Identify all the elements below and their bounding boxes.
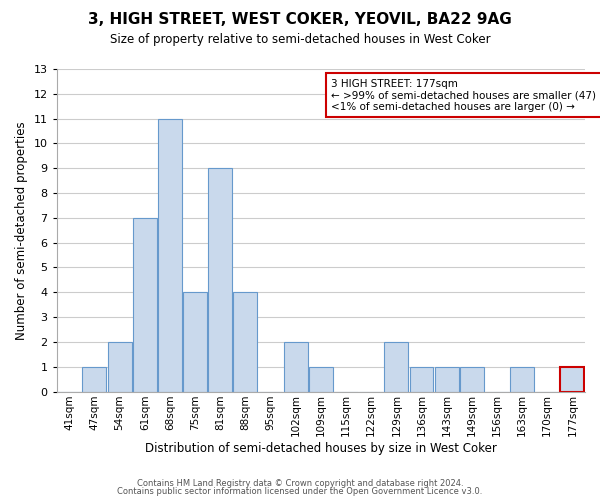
Bar bbox=[510, 366, 534, 392]
Bar bbox=[284, 342, 308, 392]
Text: 3 HIGH STREET: 177sqm
← >99% of semi-detached houses are smaller (47)
<1% of sem: 3 HIGH STREET: 177sqm ← >99% of semi-det… bbox=[331, 78, 596, 112]
Bar bbox=[410, 366, 433, 392]
Bar bbox=[208, 168, 232, 392]
Bar bbox=[233, 292, 257, 392]
Bar bbox=[460, 366, 484, 392]
Bar bbox=[183, 292, 207, 392]
Text: Contains HM Land Registry data © Crown copyright and database right 2024.: Contains HM Land Registry data © Crown c… bbox=[137, 478, 463, 488]
Bar bbox=[158, 118, 182, 392]
Bar bbox=[107, 342, 131, 392]
Text: 3, HIGH STREET, WEST COKER, YEOVIL, BA22 9AG: 3, HIGH STREET, WEST COKER, YEOVIL, BA22… bbox=[88, 12, 512, 28]
Bar bbox=[434, 366, 458, 392]
Bar bbox=[309, 366, 333, 392]
Text: Size of property relative to semi-detached houses in West Coker: Size of property relative to semi-detach… bbox=[110, 32, 490, 46]
Bar bbox=[133, 218, 157, 392]
Bar bbox=[82, 366, 106, 392]
Text: Contains public sector information licensed under the Open Government Licence v3: Contains public sector information licen… bbox=[118, 487, 482, 496]
Bar bbox=[385, 342, 408, 392]
X-axis label: Distribution of semi-detached houses by size in West Coker: Distribution of semi-detached houses by … bbox=[145, 442, 497, 455]
Y-axis label: Number of semi-detached properties: Number of semi-detached properties bbox=[15, 121, 28, 340]
Bar bbox=[560, 366, 584, 392]
